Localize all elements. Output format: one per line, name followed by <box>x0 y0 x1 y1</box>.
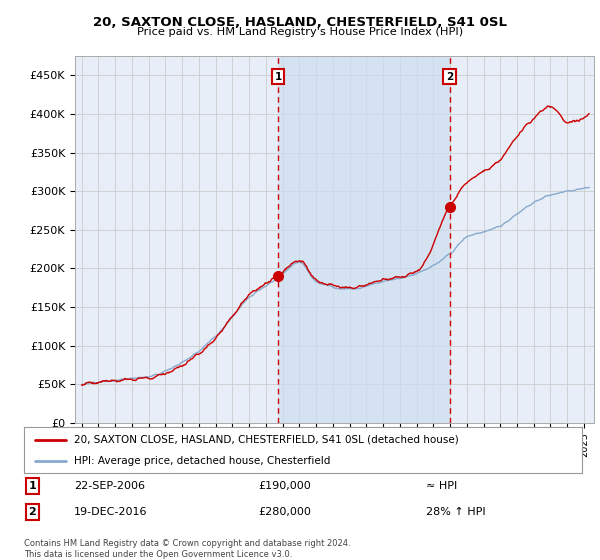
Text: 1: 1 <box>274 72 282 82</box>
Text: 19-DEC-2016: 19-DEC-2016 <box>74 507 148 517</box>
Text: Contains HM Land Registry data © Crown copyright and database right 2024.
This d: Contains HM Land Registry data © Crown c… <box>24 539 350 559</box>
Text: HPI: Average price, detached house, Chesterfield: HPI: Average price, detached house, Ches… <box>74 456 331 466</box>
Text: 28% ↑ HPI: 28% ↑ HPI <box>426 507 485 517</box>
Text: 2: 2 <box>446 72 453 82</box>
Text: 2: 2 <box>28 507 36 517</box>
Text: £280,000: £280,000 <box>259 507 311 517</box>
Text: 20, SAXTON CLOSE, HASLAND, CHESTERFIELD, S41 0SL (detached house): 20, SAXTON CLOSE, HASLAND, CHESTERFIELD,… <box>74 435 459 445</box>
Text: ≈ HPI: ≈ HPI <box>426 481 457 491</box>
Text: £190,000: £190,000 <box>259 481 311 491</box>
Text: 20, SAXTON CLOSE, HASLAND, CHESTERFIELD, S41 0SL: 20, SAXTON CLOSE, HASLAND, CHESTERFIELD,… <box>93 16 507 29</box>
Text: 22-SEP-2006: 22-SEP-2006 <box>74 481 145 491</box>
Bar <box>278 56 449 423</box>
Text: 1: 1 <box>28 481 36 491</box>
Text: Price paid vs. HM Land Registry's House Price Index (HPI): Price paid vs. HM Land Registry's House … <box>137 27 463 37</box>
